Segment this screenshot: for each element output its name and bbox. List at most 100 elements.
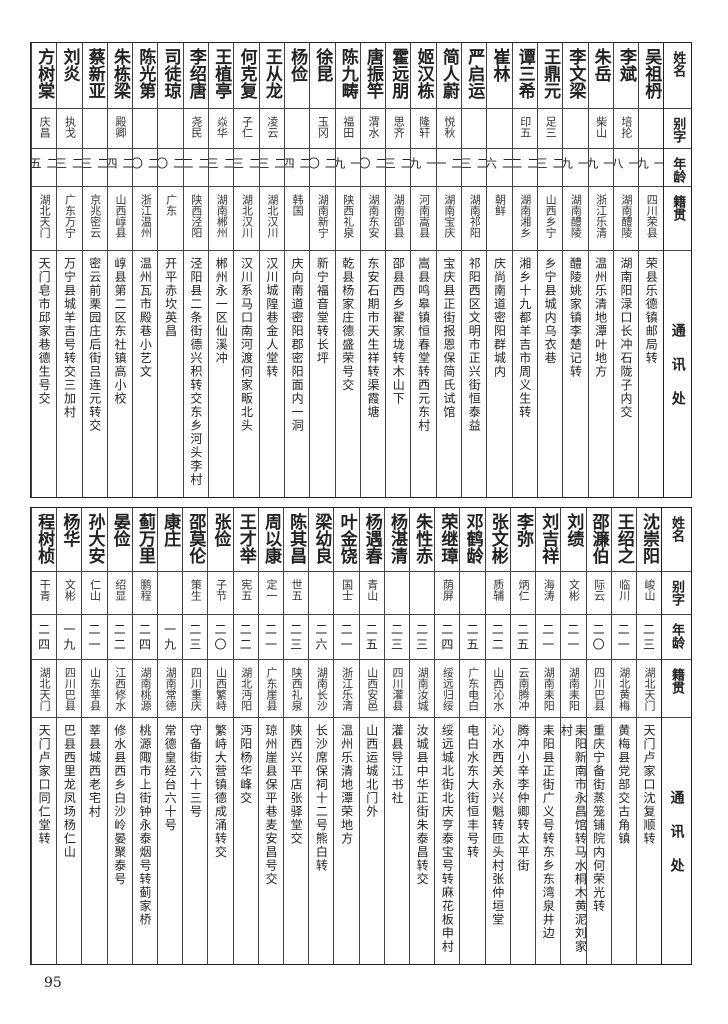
native-text: 湖南新宁: [316, 194, 330, 238]
native-cell: 河南嵩县: [411, 187, 436, 251]
table-row: 张俭 子节 二〇 山西繁峙 繁峙大营镇德成涌转交: [207, 508, 233, 964]
table-row: 康庄 一九 湖南常德 常德皇经台六十号: [157, 508, 183, 964]
header-column: 姓名 别字 年龄 籍贯 通讯处: [661, 508, 691, 964]
address-text: 密云前栗园庄后街吕连元转交: [87, 257, 102, 433]
native-text: 陕西礼泉: [290, 667, 304, 711]
native-text: 山西繁峙: [214, 667, 228, 711]
native-cell: 陕西礼泉: [284, 660, 309, 718]
native-cell: 湖南常德: [158, 660, 183, 718]
header-name: 姓名: [670, 51, 686, 77]
table-row: 刘吉祥 海涛 二一 湖南耒阳 耒阳县正街广义号转东乡东湾泉井边: [535, 508, 561, 964]
native-text: 湖南醴陵: [619, 194, 633, 238]
address-cell: 耒阳县正街广义号转东乡东湾泉井边: [536, 718, 560, 964]
table-row: 司徒琼 二〇 广东 开平赤坎英昌: [157, 43, 183, 497]
header-native-cell: 籍贯: [662, 660, 691, 718]
native-text: 湖南桃源: [138, 667, 152, 711]
alias-cell: [487, 109, 512, 149]
address-cell: 乡宁县城内乌衣巷: [538, 251, 562, 497]
name-text: 徐昆: [312, 48, 333, 82]
address-cell: 繁峙大营镇德成涌转交: [208, 718, 232, 964]
alias-cell: [158, 572, 183, 615]
table-row: 李绍唐 尧民 二二 陕西泾阳 泾阳县二条街德兴积转交东乡河头李村: [182, 43, 209, 497]
address-text: 汝城县中华正街朱泰昌转交: [415, 724, 430, 886]
address-cell: 温州乐清地潭叶地方: [589, 251, 613, 497]
address-text: 绥远城北街北庆亨泰宝号转麻花板申村: [440, 724, 455, 954]
address-cell: 常德皇经台六十号: [158, 718, 182, 964]
name-cell: 邓鹤龄: [460, 508, 485, 572]
address-text: 新宁福音堂转长坪: [315, 257, 330, 365]
address-cell: 修水县西乡白沙岭晏聚泰号: [108, 718, 132, 964]
alias-cell: 际云: [586, 572, 611, 615]
age-text: 二一: [87, 623, 102, 653]
age-text: 二二: [112, 623, 127, 653]
alias-text: 培抡: [619, 116, 633, 138]
address-text: 郴州永一区仙溪冲: [214, 257, 229, 365]
alias-text: 凌云: [265, 116, 279, 138]
address-text: 醴陵姚家镇李楚记转: [568, 257, 583, 379]
address-cell: 祁阳西区文明市正兴街恒泰益: [462, 251, 486, 497]
native-text: 四川巴县: [592, 667, 606, 711]
alias-cell: 尧民: [183, 109, 209, 149]
native-text: 湖南郴州: [215, 194, 229, 238]
alias-text: 文彬: [63, 579, 77, 601]
age-text: 二四: [36, 623, 51, 653]
address-text: 乡宁县城内乌衣巷: [543, 257, 558, 365]
age-text: 二三: [234, 157, 259, 172]
alias-cell: 足三: [537, 109, 563, 149]
address-text: 长沙席保祠十二号熊白转: [314, 724, 329, 873]
alias-text: 子仁: [240, 116, 254, 138]
address-text: 腾冲小辛李仲卿转太平街: [515, 724, 530, 873]
age-cell: 二一: [536, 615, 561, 660]
age-text: 二三: [288, 623, 303, 653]
table-row: 杨湛清 二三 四川灌县 灌县导江书社: [383, 508, 410, 964]
alias-text: 福田: [341, 116, 355, 138]
name-text: 司徒琼: [160, 48, 181, 99]
address-cell: 宝庆县正街报恩保简氏试馆: [437, 251, 461, 497]
address-text: 宝庆县正街报恩保简氏试馆: [441, 257, 456, 419]
age-cell: 二三: [636, 615, 662, 660]
address-cell: 琼州崖县保平巷麦安昌号交: [259, 718, 283, 964]
age-cell: 二〇: [360, 149, 386, 187]
age-cell: 二六: [487, 149, 512, 187]
age-cell: 二二: [107, 615, 132, 660]
address-cell: 密云前栗园庄后街吕连元转交: [83, 251, 107, 497]
name-text: 程树桢: [34, 513, 55, 564]
name-text: 朱性赤: [412, 513, 433, 564]
native-cell: 湖南湘乡: [512, 187, 537, 251]
table-row: 李文梁 一九 湖南醴陵 醴陵姚家镇李楚记转: [562, 43, 588, 497]
age-text: 二六: [313, 623, 328, 653]
alias-text: 宪五: [239, 579, 253, 601]
native-text: 湖南宝庆: [442, 194, 456, 238]
alias-text: 策生: [189, 579, 203, 601]
alias-text: 玉冈: [316, 116, 330, 138]
age-text: 二四: [284, 157, 310, 172]
alias-text: 隆轩: [417, 116, 431, 138]
age-cell: 二一: [334, 615, 359, 660]
native-text: 广东万宁: [63, 194, 77, 238]
native-text: 湖北汉川: [240, 194, 254, 238]
table-row: 沈崇阳 峻山 二三 湖北天门 天门卢家口沈复顺转: [635, 508, 662, 964]
name-text: 李弥: [512, 513, 533, 547]
name-text: 陈光第: [135, 48, 156, 99]
alias-cell: 执戈: [57, 109, 82, 149]
address-cell: 山西运城北门外: [360, 718, 384, 964]
name-cell: 荣继璋: [435, 508, 460, 572]
native-cell: 浙江温州: [133, 187, 158, 251]
table-row: 邓鹤龄 二五 广东电白 电白水东大街恒丰号转: [459, 508, 485, 964]
address-cell: 汉川城隍巷金人堂转: [260, 251, 284, 497]
alias-cell: 子仁: [234, 109, 259, 149]
age-cell: 二三: [82, 149, 107, 187]
name-text: 王鼎元: [540, 48, 561, 99]
alias-cell: 文彬: [561, 572, 586, 615]
age-cell: 二四: [107, 149, 133, 187]
table-row: 简人蔚 悦秋 二一 湖南宝庆 宝庆县正街报恩保简氏试馆: [435, 43, 462, 497]
table-row: 王植亭 焱华 二三 湖南郴州 郴州永一区仙溪冲: [208, 43, 234, 497]
native-cell: 湖南汝城: [410, 660, 435, 718]
header-native: 籍贯: [670, 195, 686, 221]
alias-cell: [563, 109, 588, 149]
name-text: 李文梁: [565, 48, 586, 99]
table-row: 王才举 宪五 二二 湖北沔阳 沔阳杨华峰交: [232, 508, 258, 964]
alias-text: 殿卿: [114, 116, 128, 138]
name-text: 陈九畴: [337, 48, 358, 99]
native-cell: 湖南醴陵: [563, 187, 588, 251]
